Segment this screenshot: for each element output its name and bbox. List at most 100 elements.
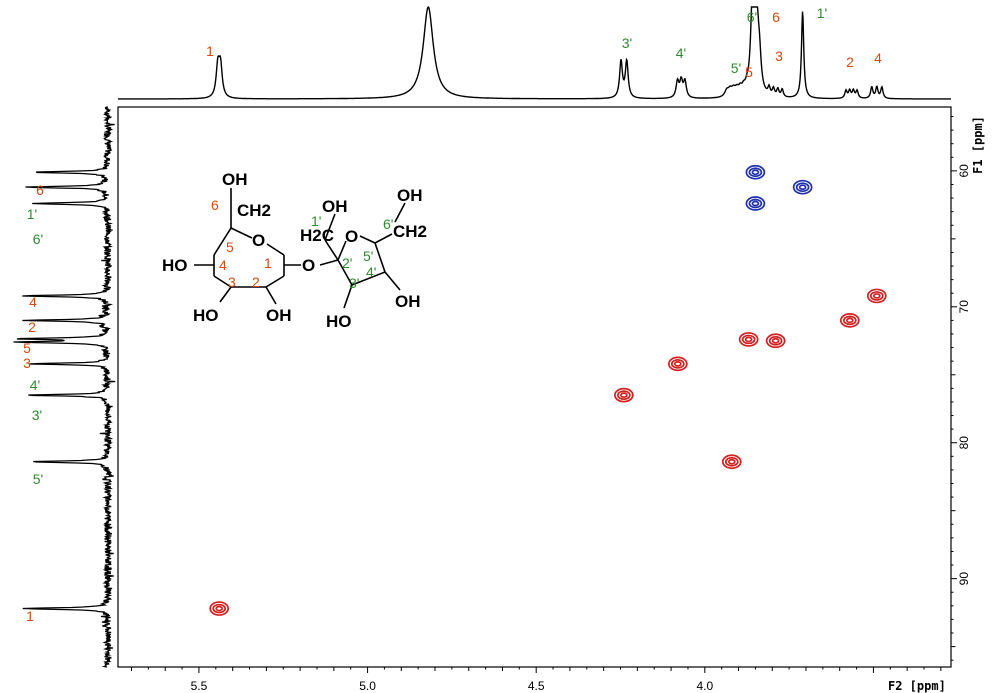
atom-ch2-6prime: CH2 bbox=[393, 222, 427, 241]
cross-peak-contour bbox=[798, 184, 807, 191]
glucose-number-3: 3 bbox=[228, 274, 236, 290]
fructose-number-1prime: 1' bbox=[311, 213, 321, 229]
plot-frame bbox=[117, 106, 952, 668]
cross-peak-contour bbox=[845, 317, 854, 324]
cross-peak-contour bbox=[209, 601, 230, 616]
cross-peak bbox=[745, 196, 766, 211]
cross-peak-contour bbox=[842, 315, 857, 326]
cross-peak bbox=[745, 164, 766, 180]
x-axis-title: F2 [ppm] bbox=[888, 679, 946, 693]
c13-spectrum-trace bbox=[13, 106, 116, 668]
h1-peak-label: 1' bbox=[817, 5, 827, 21]
atom-oh-2: OH bbox=[266, 306, 292, 325]
h1-peak-label: 4 bbox=[874, 50, 882, 66]
cross-peak-contour bbox=[792, 179, 813, 195]
y-axis-tick-label: 70 bbox=[957, 300, 971, 314]
cross-peak-contour bbox=[765, 333, 786, 349]
glucose-number-1: 1 bbox=[264, 255, 272, 271]
cross-peak bbox=[792, 179, 813, 195]
cross-peak bbox=[667, 356, 688, 372]
cross-peak-contour bbox=[872, 293, 881, 299]
c13-peak-label: 6 bbox=[36, 182, 44, 198]
cross-peak-contour bbox=[771, 337, 780, 344]
y-axis-tick-label: 60 bbox=[957, 164, 971, 178]
atom-ho-4: HO bbox=[162, 256, 188, 275]
atom-o-ring-fructose: O bbox=[345, 227, 358, 246]
glucose-number-2: 2 bbox=[252, 274, 260, 290]
fructose-number-4prime: 4' bbox=[366, 264, 376, 280]
cross-peak-contour bbox=[215, 605, 224, 612]
h1-peak-labels: 1 3' 4' 5' 5 6' 6 3 1' 2 4 bbox=[206, 5, 882, 80]
c13-peak-label: 6' bbox=[33, 231, 43, 247]
cross-peak-contour bbox=[738, 332, 759, 347]
atom-oh-6: OH bbox=[222, 170, 248, 189]
atom-oh-1prime: OH bbox=[322, 197, 348, 216]
y-axis: 60 70 80 90 bbox=[951, 116, 971, 661]
cross-peak bbox=[209, 601, 230, 616]
glucose-number-5: 5 bbox=[226, 239, 234, 255]
c13-projection bbox=[13, 106, 116, 668]
atom-h2c-1prime: H2C bbox=[300, 226, 334, 245]
y-axis-title: F1 [ppm] bbox=[971, 116, 985, 174]
sucrose-structure: OH CH2 O HO O HO OH OH H2C O OH CH2 HO O… bbox=[162, 170, 427, 331]
glucose-number-6: 6 bbox=[211, 197, 219, 213]
fructose-number-2prime: 2' bbox=[342, 255, 352, 271]
h1-peak-label: 6 bbox=[772, 9, 780, 25]
atom-ho-3prime: HO bbox=[326, 312, 352, 331]
fructose-number-3prime: 3' bbox=[349, 275, 359, 291]
cross-peak-contour bbox=[724, 456, 739, 467]
h1-peak-label: 5' bbox=[731, 60, 741, 76]
structure-bonds bbox=[194, 188, 406, 309]
cross-peak-contour bbox=[721, 454, 742, 470]
cross-peak-contour bbox=[839, 313, 860, 328]
cross-peak-contour bbox=[751, 169, 760, 176]
cross-peak bbox=[765, 333, 786, 349]
c13-peak-label: 3 bbox=[23, 355, 31, 371]
glucose-number-4: 4 bbox=[219, 257, 227, 273]
cross-peak bbox=[866, 288, 887, 304]
cross-peak bbox=[721, 454, 742, 470]
cross-peak-contour bbox=[741, 334, 756, 345]
atom-ho-3: HO bbox=[193, 306, 219, 325]
atom-o-ring-glucose: O bbox=[252, 231, 265, 250]
cross-peak-contour bbox=[212, 603, 227, 614]
c13-peak-label: 3' bbox=[32, 407, 42, 423]
x-axis: 5.5 5.0 4.5 4.0 bbox=[130, 667, 942, 693]
cross-peak-contour bbox=[614, 387, 634, 403]
h1-projection bbox=[118, 6, 951, 100]
atom-ch2-6: CH2 bbox=[237, 201, 271, 220]
h1-peak-label: 5 bbox=[745, 64, 753, 80]
cross-peak-contour bbox=[751, 200, 760, 207]
h1-peak-label: 6' bbox=[747, 9, 757, 25]
h1-peak-label: 3 bbox=[775, 48, 783, 64]
cross-peak-contour bbox=[617, 390, 631, 401]
c13-peak-label: 5' bbox=[33, 471, 43, 487]
x-axis-tick-label: 5.5 bbox=[191, 679, 208, 693]
cross-peak bbox=[614, 387, 634, 403]
cross-peak bbox=[738, 332, 759, 347]
c13-peak-label: 5 bbox=[23, 340, 31, 356]
cross-peak-contour bbox=[667, 356, 688, 372]
c13-peak-labels: 6 1' 6' 4 2 53 4' 3' 5' 1 bbox=[23, 182, 44, 624]
c13-peak-label: 4' bbox=[30, 377, 40, 393]
atom-oh-6prime: OH bbox=[397, 186, 423, 205]
c13-peak-label: 2 bbox=[28, 319, 36, 335]
fructose-number-5prime: 5' bbox=[363, 248, 373, 264]
h1-peak-label: 1 bbox=[206, 43, 214, 59]
c13-peak-label: 1 bbox=[26, 608, 34, 624]
cross-peak-contour bbox=[869, 291, 884, 301]
h1-spectrum-trace bbox=[118, 6, 951, 100]
cross-peak bbox=[839, 313, 860, 328]
cross-peak-contour bbox=[670, 359, 685, 369]
fructose-number-6prime: 6' bbox=[383, 216, 393, 232]
x-axis-tick-label: 4.0 bbox=[696, 679, 713, 693]
cross-peak-contour bbox=[866, 288, 887, 304]
cross-peak-contour bbox=[748, 167, 763, 178]
h1-peak-label: 4' bbox=[676, 45, 686, 61]
cross-peak-contour bbox=[748, 198, 763, 209]
c13-peak-label: 4 bbox=[29, 294, 37, 310]
c13-peak-label: 1' bbox=[27, 206, 37, 222]
cross-peak-contour bbox=[745, 164, 766, 180]
cross-peak-contour bbox=[673, 361, 682, 367]
